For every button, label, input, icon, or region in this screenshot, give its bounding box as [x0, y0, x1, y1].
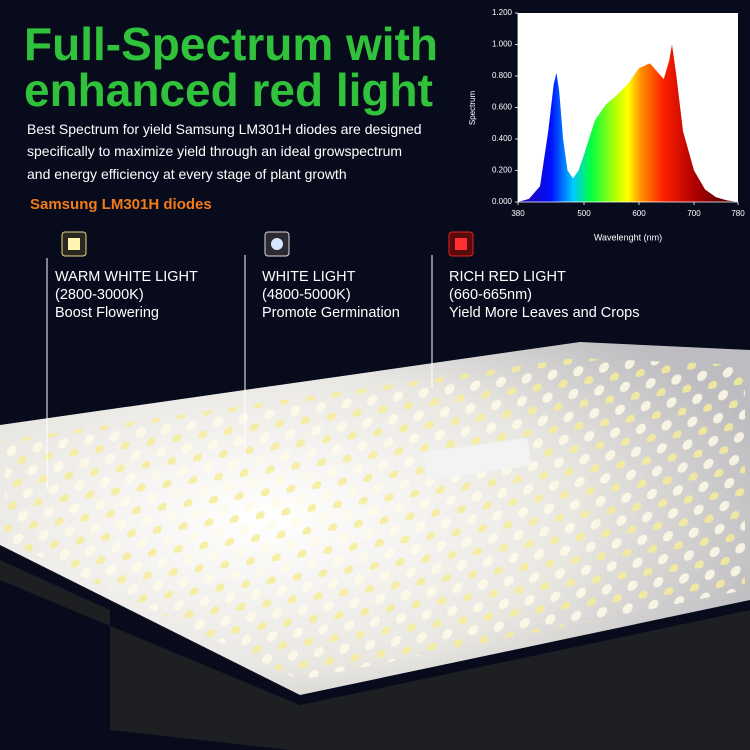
x-tick-label: 600 — [632, 209, 646, 218]
diode-benefit: Promote Germination — [262, 305, 400, 321]
title-line: Full-Spectrum with — [24, 18, 438, 70]
x-tick-label: 500 — [577, 209, 591, 218]
subtitle: Samsung LM301H diodes — [30, 196, 212, 213]
description: specifically to maximize yield through a… — [27, 143, 402, 159]
description: Best Spectrum for yield Samsung LM301H d… — [27, 121, 422, 137]
y-tick-label: 1.000 — [492, 40, 513, 49]
x-tick-label: 780 — [731, 209, 745, 218]
y-axis-label: Spectrum — [468, 91, 477, 126]
spectrum-chart: Spectrum Wavelenght (nm) 0.000 0.200 0.400… — [468, 8, 745, 242]
y-tick-label: 1.200 — [492, 8, 513, 17]
panel-body — [0, 560, 750, 750]
spectrum-area — [518, 44, 738, 202]
y-tick-label: 0.200 — [492, 166, 513, 175]
diode-range: (660-665nm) — [449, 287, 532, 303]
x-axis-label: Wavelenght (nm) — [594, 232, 662, 242]
diode-benefit: Yield More Leaves and Crops — [449, 305, 639, 321]
y-tick-label: 0.400 — [492, 134, 513, 143]
diode-range: (2800-3000K) — [55, 287, 144, 303]
y-tick-label: 0.800 — [492, 71, 513, 80]
diode-icon — [271, 238, 283, 250]
diode-icon — [455, 238, 467, 250]
x-tick-label: 380 — [511, 209, 525, 218]
diode-icon — [68, 238, 80, 250]
description: and energy efficiency at every stage of … — [27, 166, 347, 182]
diode-range: (4800-5000K) — [262, 287, 351, 303]
y-tick-label: 0.000 — [492, 197, 513, 206]
diode-name: RICH RED LIGHT — [449, 269, 566, 285]
title-line: enhanced red light — [24, 64, 433, 116]
y-tick-label: 0.600 — [492, 103, 513, 112]
diode-benefit: Boost Flowering — [55, 305, 159, 321]
panel-leds — [5, 358, 745, 680]
diode-name: WARM WHITE LIGHT — [55, 269, 198, 285]
x-tick-label: 700 — [687, 209, 701, 218]
diode-name: WHITE LIGHT — [262, 269, 356, 285]
driver-box — [424, 438, 531, 480]
